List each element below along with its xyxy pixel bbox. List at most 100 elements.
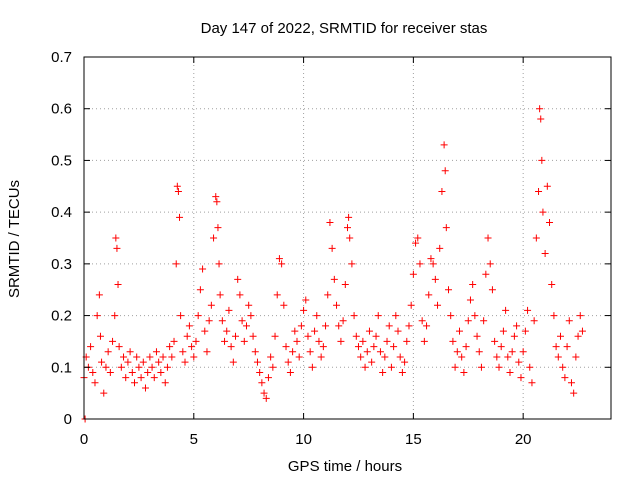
data-point: [554, 353, 562, 361]
data-point: [117, 363, 125, 371]
data-point: [96, 332, 104, 340]
data-point: [519, 348, 527, 356]
y-tick-label: 0.7: [51, 49, 72, 66]
data-point: [223, 327, 231, 335]
data-point: [177, 312, 185, 320]
data-point: [561, 374, 569, 382]
data-point: [473, 332, 481, 340]
data-point: [212, 193, 220, 201]
data-point: [311, 327, 319, 335]
axis-ticks: [83, 56, 611, 420]
data-point: [425, 291, 433, 299]
data-point: [477, 363, 485, 371]
data-point: [460, 368, 468, 376]
data-point: [172, 260, 180, 268]
data-point: [370, 343, 378, 351]
data-point: [247, 312, 255, 320]
data-point: [163, 363, 171, 371]
data-point: [93, 312, 101, 320]
data-point: [539, 208, 547, 216]
data-point: [216, 291, 224, 299]
data-point: [368, 358, 376, 366]
data-point: [183, 332, 191, 340]
data-point: [550, 312, 558, 320]
data-point: [458, 353, 466, 361]
data-point: [379, 368, 387, 376]
data-point: [293, 337, 301, 345]
data-point: [374, 312, 382, 320]
data-point: [552, 343, 560, 351]
data-point: [304, 332, 312, 340]
data-point: [445, 286, 453, 294]
data-point: [546, 218, 554, 226]
data-point: [234, 275, 242, 283]
data-point: [348, 260, 356, 268]
data-point: [385, 322, 393, 330]
data-point: [469, 281, 477, 289]
data-point: [249, 332, 257, 340]
data-point: [111, 312, 119, 320]
data-point: [273, 291, 281, 299]
data-point: [173, 182, 181, 190]
data-point: [155, 358, 163, 366]
y-tick-label: 0.1: [51, 359, 72, 376]
data-point: [238, 317, 246, 325]
data-point: [306, 348, 314, 356]
data-point: [161, 379, 169, 387]
data-point: [196, 286, 204, 294]
data-point: [100, 389, 108, 397]
data-point: [102, 363, 110, 371]
data-point: [482, 270, 490, 278]
data-point: [201, 327, 209, 335]
x-tick-label: 10: [295, 431, 312, 448]
data-point: [517, 374, 525, 382]
x-tick-label: 5: [190, 431, 198, 448]
data-point: [109, 337, 117, 345]
data-point: [345, 213, 353, 221]
data-point: [141, 384, 149, 392]
data-point: [576, 312, 584, 320]
data-point: [104, 348, 112, 356]
data-point: [317, 353, 325, 361]
data-point: [497, 343, 505, 351]
data-point: [275, 255, 283, 263]
data-point: [530, 317, 538, 325]
data-point: [556, 332, 564, 340]
data-point: [427, 255, 435, 263]
data-point: [225, 306, 233, 314]
data-point: [324, 291, 332, 299]
data-point: [376, 348, 384, 356]
data-points: [80, 105, 586, 423]
data-point: [508, 348, 516, 356]
data-point: [199, 265, 207, 273]
data-point: [322, 322, 330, 330]
data-point: [205, 317, 213, 325]
data-point: [278, 260, 286, 268]
data-point: [407, 301, 415, 309]
data-point: [203, 348, 211, 356]
data-point: [210, 234, 218, 242]
data-point: [170, 337, 178, 345]
data-point: [365, 327, 373, 335]
data-point: [464, 317, 472, 325]
data-point: [260, 389, 268, 397]
data-point: [280, 301, 288, 309]
data-point: [396, 353, 404, 361]
y-tick-label: 0: [64, 411, 72, 428]
data-point: [412, 239, 420, 247]
data-point: [152, 348, 160, 356]
data-point: [559, 363, 567, 371]
data-point: [89, 368, 97, 376]
x-tick-label: 20: [515, 431, 532, 448]
data-point: [188, 343, 196, 351]
data-point: [506, 368, 514, 376]
data-point: [416, 260, 424, 268]
x-tick-labels: 0 5 10 15 20: [80, 431, 532, 448]
data-point: [308, 363, 316, 371]
data-point: [176, 213, 184, 221]
data-point: [429, 260, 437, 268]
data-point: [440, 141, 448, 149]
data-point: [357, 353, 365, 361]
data-point: [524, 306, 532, 314]
